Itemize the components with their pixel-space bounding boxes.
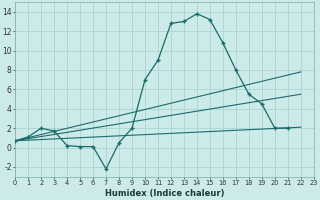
X-axis label: Humidex (Indice chaleur): Humidex (Indice chaleur)	[105, 189, 224, 198]
